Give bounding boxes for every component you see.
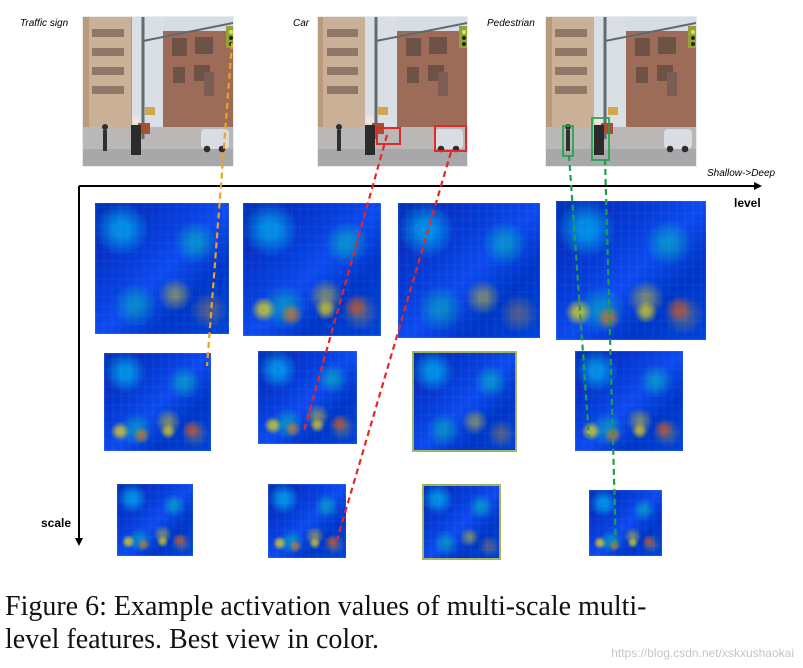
street-scene-svg [318,17,467,166]
street-scene-svg [546,17,696,166]
car-label: Car [293,18,310,29]
heatmap-row3-col4 [589,490,662,556]
level-label: level [734,196,761,210]
street-scene-svg [83,17,233,166]
heatmap-row1-col2 [243,203,381,336]
heatmap-row2-col4 [575,351,683,451]
heatmap-row2-col1 [104,353,211,451]
heatmap-row2-col2 [258,351,357,444]
pedestrian-label: Pedestrian [487,18,535,29]
street-image-traffic-sign [82,16,234,167]
heatmap-row3-col1 [117,484,193,556]
heatmap-row1-col1 [95,203,229,334]
heatmap-row3-col2 [268,484,346,558]
figure-caption: Figure 6: Example activation values of m… [5,590,690,656]
street-image-car [317,16,468,167]
traffic-sign-label: Traffic sign [20,18,69,29]
heatmap-row3-col3 [422,484,501,560]
figure-caption-line2: level features. Best view in color. [5,624,379,655]
heatmap-row1-col3 [398,203,540,338]
shallow-deep-label: Shallow->Deep [707,168,776,179]
heatmap-row2-col3 [412,351,517,452]
scale-label: scale [41,516,72,530]
street-image-pedestrian [545,16,697,167]
figure-caption-line1: Figure 6: Example activation values of m… [5,591,647,622]
watermark-text: https://blog.csdn.net/xskxushaokai [611,646,794,660]
